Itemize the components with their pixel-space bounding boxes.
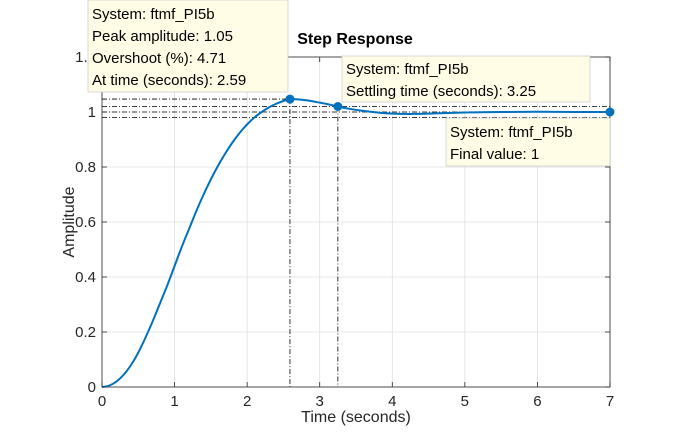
x-tick-label: 6: [533, 393, 541, 410]
datatip-final-line: System: ftmf_PI5b: [450, 124, 573, 141]
tick-labels: 0 1 2 3 4 5 6 700.20.40.60.811.2: [75, 49, 614, 410]
x-tick-label: 2: [243, 393, 251, 410]
datatip-markers: [285, 94, 615, 117]
chart-title: Step Response: [297, 31, 413, 48]
y-tick-label: 0: [88, 379, 96, 396]
datatip-marker: [333, 102, 343, 111]
x-tick-label: 4: [388, 393, 396, 410]
datatip-settling-box: [341, 55, 591, 103]
datatip-marker: [285, 94, 295, 104]
y-axis-label: Amplitude: [61, 186, 78, 257]
datatip-peak-line: At time (seconds): 2.59: [92, 72, 246, 89]
series-line-ftmf-pi5b[interactable]: [101, 97, 611, 388]
datatip-peak-line: Peak amplitude: 1.05: [92, 28, 233, 45]
datatip-marker: [605, 107, 615, 117]
datatip-settling-line: Settling time (seconds): 3.25: [346, 83, 536, 100]
datatip-peak-line: System: ftmf_PI5b: [92, 6, 215, 23]
y-tick-label: 0.4: [75, 269, 96, 286]
datatip-peak-box: [87, 0, 289, 93]
x-tick-label: 5: [461, 393, 469, 410]
datatip-settling[interactable]: System: ftmf_PI5b Settling time (seconds…: [341, 55, 591, 103]
x-tick-label: 1: [170, 393, 178, 410]
x-tick-label: 3: [316, 393, 324, 410]
datatip-final-line: Final value: 1: [450, 146, 539, 163]
x-axis-label: Time (seconds): [301, 409, 411, 426]
y-tick-label: 1: [88, 104, 96, 121]
y-tick-label: 0.2: [75, 324, 96, 341]
x-tick-label: 7: [606, 393, 614, 410]
datatip-final-box: [445, 117, 611, 167]
datatip-final[interactable]: System: ftmf_PI5b Final value: 1: [445, 117, 611, 167]
datatip-settling-line: System: ftmf_PI5b: [346, 61, 469, 78]
y-tick-label: 0.8: [75, 159, 96, 176]
x-tick-label: 0: [98, 393, 106, 410]
datatip-peak-line: Overshoot (%): 4.71: [92, 50, 226, 67]
y-tick-label: 0.6: [75, 214, 96, 231]
datatip-peak[interactable]: System: ftmf_PI5b Peak amplitude: 1.05 O…: [87, 0, 289, 93]
